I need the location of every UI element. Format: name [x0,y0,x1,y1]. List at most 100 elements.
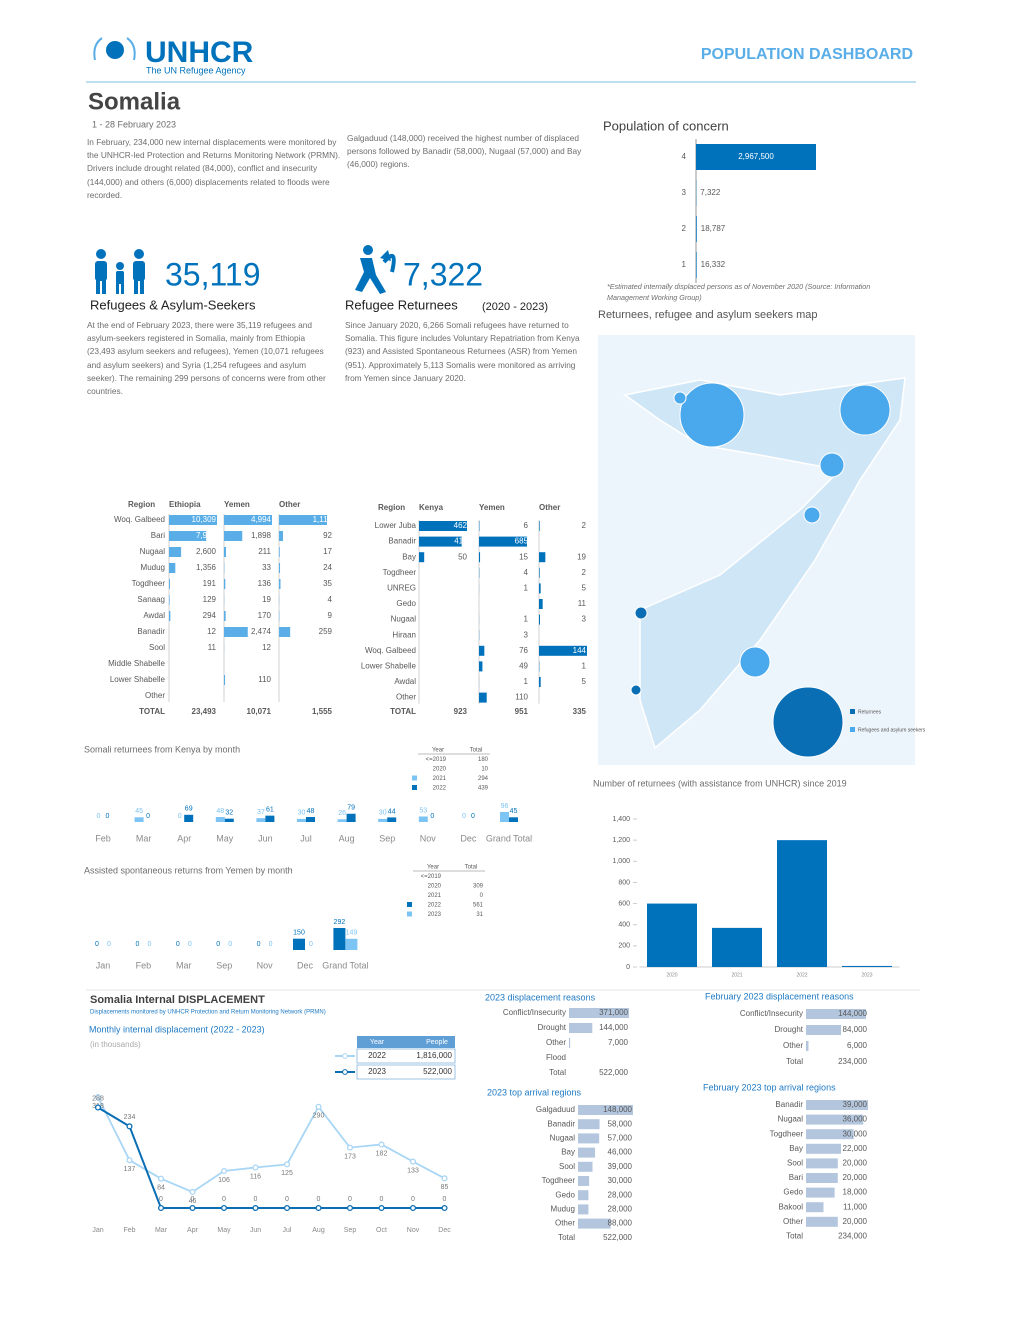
bar [169,563,176,573]
stat-text: Since January 2020, 6,266 Somali refugee… [345,320,580,383]
x-tick-label: 2020 [666,972,677,978]
bar [578,1147,596,1158]
value-label: 45 [135,808,143,815]
total-value: 335 [573,707,587,716]
value-label: 0 [106,813,110,820]
value-label: 211 [258,547,271,556]
value-label: 44 [388,808,396,815]
category-label: Conflict/Insecurity [740,1009,803,1018]
category-label: Other [546,1038,566,1047]
total-label: Total [558,1233,575,1242]
legend-total: 309 [473,884,484,890]
value-label: 39,000 [608,1162,633,1171]
legend-point [342,1053,348,1059]
value-label: 1,115 [313,515,333,524]
row-label: UNREG [387,584,416,593]
bar [279,563,281,573]
value-label: 1 [524,677,529,686]
category-label: Galgaduud [536,1105,575,1114]
category-label: Bakool [779,1202,804,1211]
chart-title: Monthly internal displacement (2022 - 20… [89,1024,265,1034]
x-tick-label: May [216,833,234,843]
total-value: 10,071 [247,707,272,716]
value-label: 88,000 [608,1219,633,1228]
row-label: Lower Juba [375,521,417,530]
total-label: TOTAL [390,707,416,716]
bar [279,515,327,525]
x-tick-label: Mar [155,1227,168,1234]
value-label: 26 [338,810,346,817]
bar [169,579,170,589]
value-label: 30,000 [608,1176,633,1185]
value-label: 106 [218,1177,230,1184]
x-tick-label: Grand Total [322,960,368,970]
category-label: Nugaal [778,1115,804,1124]
value-label: 7,322 [700,188,721,197]
point [220,1204,228,1212]
category-label: Gedo [555,1190,575,1199]
row-label: Lower Shabelle [110,675,166,684]
row-label: Gedo [396,599,416,608]
bar [806,1100,868,1110]
value-label: 46 [189,1198,197,1205]
point [378,1204,385,1212]
value-label: 0 [95,941,99,948]
map-legend: Refugees and asylum seekers [858,727,926,733]
x-tick-label: 2023 [861,972,872,978]
point [126,1157,133,1164]
bar [479,692,487,703]
x-tick-label: Mar [176,960,192,970]
category-label: Bay [789,1144,803,1153]
value-label: 69 [185,806,193,813]
bar [569,1023,593,1033]
x-tick-label: Jan [96,960,111,970]
bar [806,1202,824,1213]
table-header: Kenya [419,503,444,512]
total-value: 951 [515,707,529,716]
category-label: Banadir [775,1100,803,1109]
value-label: 85 [441,1184,449,1191]
row-label: Other [145,691,165,700]
x-tick-label: Jun [258,833,273,843]
x-tick-label: Jul [300,833,312,843]
bar [169,611,171,621]
point [252,1164,259,1171]
bar [777,840,827,967]
chart-title: Number of returnees (with assistance fro… [593,778,847,788]
category-label: Nugaal [550,1134,576,1143]
legend-header: Year [432,748,444,754]
value-label: 0 [216,941,220,948]
bar [378,818,388,822]
x-tick-label: Sep [379,833,395,843]
date: 1 - 28 February 2023 [92,119,176,129]
value-label: 0 [147,941,151,948]
value-label: 20,000 [843,1217,868,1226]
value-label: 0 [176,941,180,948]
value-label: 11,000 [843,1202,867,1211]
value-label: 0 [257,941,261,948]
value-label: 144,000 [599,1023,628,1032]
value-label: 0 [188,941,192,948]
legend-total: 294 [478,776,489,782]
value-label: 0 [285,1196,289,1203]
value-label: 116 [250,1173,261,1180]
value-label: 18,787 [701,224,726,233]
bar [419,536,462,547]
y-tick-label: 200 [618,943,630,950]
map-bubbles [630,382,891,758]
category-label: Sool [559,1162,575,1171]
value-label: 1,356 [196,563,217,572]
total-value: 23,493 [192,707,217,716]
bar [578,1190,589,1201]
dashboard-label: POPULATION DASHBOARD [701,46,913,63]
bar [293,938,305,950]
total-label: TOTAL [139,707,165,716]
bar [539,677,541,687]
row-label: Lower Shabelle [361,662,417,671]
value-label: 46,000 [608,1148,633,1157]
value-label: 19 [262,595,271,604]
legend-entry: 2022 [433,786,447,792]
value-label: 1 [524,615,529,624]
value-label: 7,000 [608,1038,629,1047]
table-header: Other [539,503,560,512]
